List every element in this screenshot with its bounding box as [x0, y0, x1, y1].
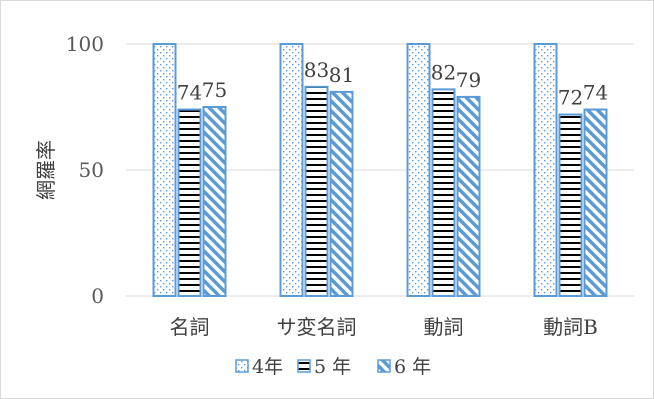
y-axis-title: 網羅率 — [34, 140, 58, 200]
legend: 4年 5 年 6 年 — [235, 356, 431, 378]
bar — [406, 43, 431, 297]
x-tick-label: 動詞 — [424, 315, 464, 339]
y-tick-label: 100 — [66, 32, 104, 56]
data-label: 74 — [177, 81, 202, 105]
bar — [558, 113, 583, 297]
y-tick-label: 50 — [79, 158, 104, 182]
bar — [533, 43, 558, 297]
legend-swatch — [377, 359, 391, 373]
x-tick-label: 動詞B — [543, 315, 598, 339]
y-tick-label: 0 — [91, 284, 104, 308]
x-tick-label: 名詞 — [170, 315, 210, 339]
bar — [456, 95, 481, 297]
bar — [202, 106, 227, 297]
bar — [583, 108, 608, 297]
legend-label: 5 年 — [314, 356, 351, 378]
bar — [304, 85, 329, 297]
data-label: 82 — [431, 60, 456, 84]
bar — [279, 43, 304, 297]
bar — [152, 43, 177, 297]
x-tick-label: サ変名詞 — [277, 315, 357, 339]
bar — [177, 108, 202, 297]
data-label: 75 — [202, 78, 227, 102]
data-label: 74 — [583, 81, 608, 105]
bar — [431, 88, 456, 297]
bar — [329, 90, 354, 297]
data-label: 79 — [456, 68, 481, 92]
legend-label: 6 年 — [394, 356, 431, 378]
legend-label: 4年 — [252, 356, 283, 378]
data-label: 83 — [304, 58, 329, 82]
data-label: 72 — [558, 86, 583, 110]
data-label: 81 — [329, 63, 354, 87]
legend-swatch — [297, 359, 311, 373]
legend-swatch — [235, 359, 249, 373]
